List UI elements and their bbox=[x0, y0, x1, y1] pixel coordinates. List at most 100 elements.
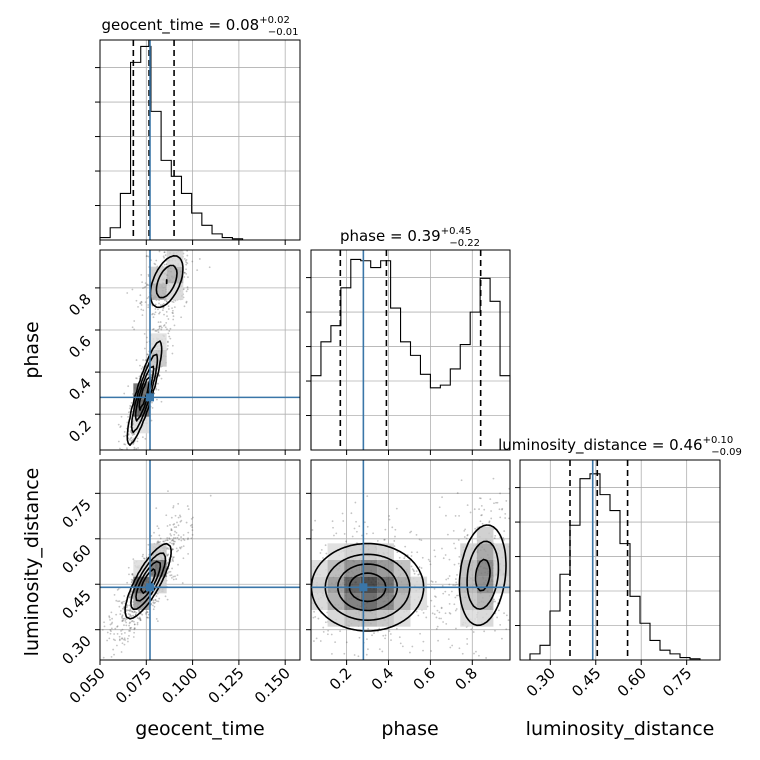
sample-point bbox=[514, 531, 516, 533]
sample-point bbox=[152, 316, 155, 319]
sample-point bbox=[166, 598, 169, 601]
sample-point bbox=[144, 285, 147, 288]
sample-point bbox=[410, 551, 413, 554]
sample-point bbox=[261, 644, 263, 646]
sample-point bbox=[127, 415, 129, 418]
sample-point bbox=[373, 632, 375, 634]
sample-point bbox=[303, 571, 305, 573]
sample-point bbox=[140, 304, 143, 306]
sample-point bbox=[118, 479, 120, 481]
sample-point bbox=[164, 595, 167, 598]
sample-point bbox=[133, 610, 136, 613]
sample-point bbox=[323, 693, 325, 695]
sample-point bbox=[440, 606, 443, 609]
sample-point bbox=[488, 521, 491, 524]
sample-point bbox=[163, 324, 165, 327]
sample-point bbox=[422, 640, 425, 643]
sample-point bbox=[128, 610, 131, 612]
sample-point bbox=[442, 621, 444, 623]
sample-point bbox=[182, 288, 185, 291]
x-tick-label: 0.6 bbox=[410, 664, 440, 694]
sample-point bbox=[305, 555, 307, 557]
sample-point bbox=[131, 579, 134, 582]
sample-point bbox=[172, 301, 175, 304]
sample-point bbox=[283, 511, 285, 513]
sample-point bbox=[113, 593, 116, 596]
sample-point bbox=[129, 595, 132, 598]
sample-point bbox=[179, 520, 182, 523]
sample-point bbox=[139, 618, 141, 620]
sample-point bbox=[182, 545, 185, 548]
sample-point bbox=[366, 495, 369, 498]
y-tick-label: 0.30 bbox=[58, 632, 94, 668]
sample-point bbox=[131, 610, 134, 613]
sample-point bbox=[155, 388, 158, 391]
sample-point bbox=[125, 618, 127, 621]
y-tick-label: 0.6 bbox=[65, 332, 95, 362]
sample-point bbox=[384, 637, 386, 640]
sample-point bbox=[113, 491, 115, 493]
sample-point bbox=[152, 608, 155, 611]
sample-point bbox=[130, 620, 133, 623]
sample-point bbox=[499, 623, 502, 626]
sample-point bbox=[166, 562, 169, 565]
sample-point bbox=[171, 548, 174, 551]
sample-point bbox=[444, 554, 447, 556]
sample-point bbox=[126, 637, 129, 640]
sample-point bbox=[455, 583, 458, 586]
sample-point bbox=[124, 457, 126, 459]
sample-point bbox=[410, 530, 413, 533]
sample-point bbox=[185, 263, 188, 266]
sample-point bbox=[132, 443, 135, 446]
contour-line bbox=[130, 264, 178, 434]
sample-point bbox=[147, 304, 150, 306]
sample-point bbox=[165, 321, 168, 324]
sample-point bbox=[333, 534, 335, 537]
sample-point bbox=[169, 327, 172, 330]
sample-point bbox=[326, 662, 328, 664]
panel-frame bbox=[99, 249, 301, 451]
sample-point bbox=[146, 616, 149, 619]
sample-point bbox=[410, 565, 413, 568]
truth-marker bbox=[359, 583, 368, 592]
sample-point bbox=[436, 625, 439, 628]
sample-point bbox=[186, 238, 188, 240]
sample-point bbox=[324, 621, 327, 624]
sample-point bbox=[121, 620, 123, 622]
sample-point bbox=[361, 534, 363, 537]
sample-point bbox=[430, 650, 433, 652]
sample-point bbox=[307, 597, 309, 599]
sample-point bbox=[118, 600, 121, 603]
sample-point bbox=[106, 639, 109, 642]
sample-point bbox=[115, 613, 118, 616]
sample-point bbox=[163, 251, 166, 254]
sample-point bbox=[129, 609, 132, 612]
density-cell bbox=[393, 593, 411, 610]
sample-point bbox=[186, 505, 189, 507]
sample-point bbox=[160, 328, 163, 331]
sample-point bbox=[114, 627, 117, 630]
sample-point bbox=[141, 366, 144, 368]
sample-point bbox=[456, 492, 459, 494]
sample-point bbox=[134, 613, 137, 616]
sample-point bbox=[146, 381, 149, 384]
sample-point bbox=[345, 641, 348, 644]
sample-point bbox=[123, 643, 126, 646]
sample-point bbox=[351, 535, 354, 538]
x-tick-label: 0.30 bbox=[523, 664, 559, 700]
sample-point bbox=[113, 633, 116, 635]
sample-point bbox=[518, 534, 520, 536]
sample-point bbox=[411, 568, 414, 570]
sample-point bbox=[503, 530, 506, 532]
sample-point bbox=[363, 666, 365, 668]
x-tick-label: 0.60 bbox=[614, 664, 650, 700]
sample-point bbox=[501, 508, 503, 511]
sample-point bbox=[153, 367, 156, 370]
sample-point bbox=[319, 552, 322, 554]
sample-point bbox=[180, 546, 183, 548]
sample-point bbox=[130, 453, 132, 455]
sample-point bbox=[440, 617, 442, 620]
x-tick-label: 0.8 bbox=[452, 664, 482, 694]
sample-point bbox=[425, 616, 428, 619]
sample-point bbox=[144, 347, 146, 350]
